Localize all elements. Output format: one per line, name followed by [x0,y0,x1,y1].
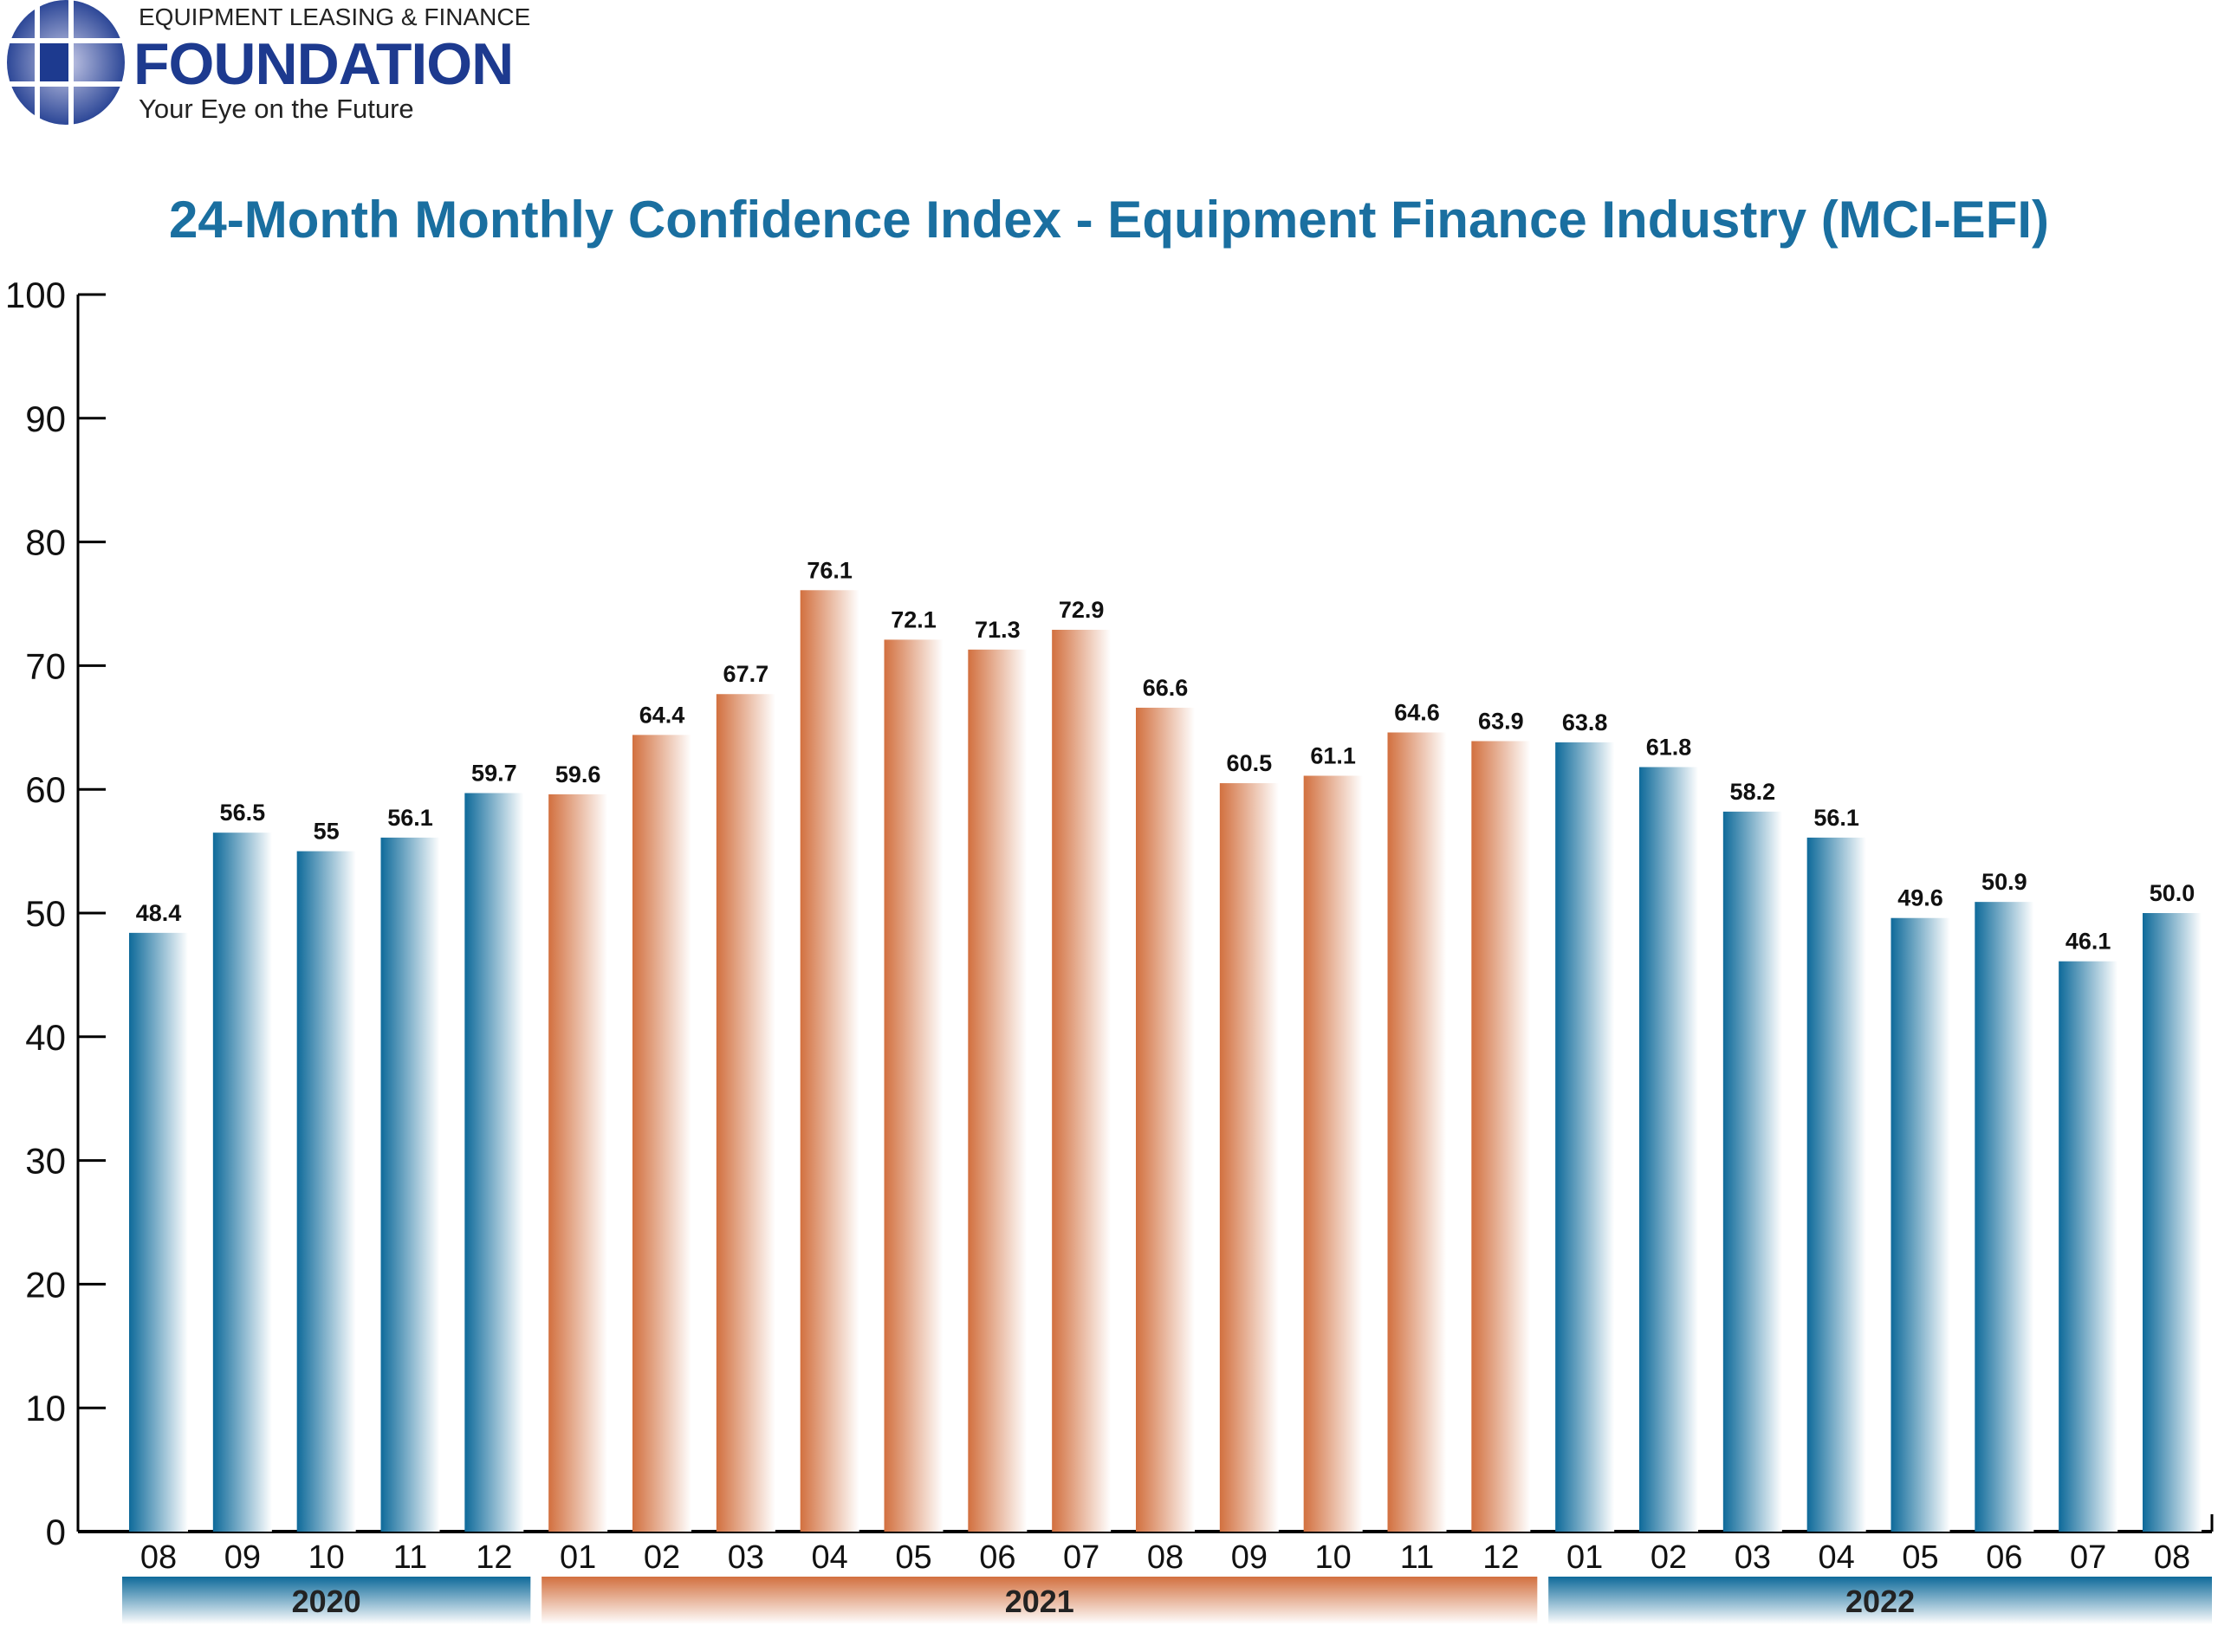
data-label: 50.0 [2150,880,2195,906]
x-tick-label: 08 [1147,1539,1184,1576]
x-tick-label: 03 [1735,1539,1771,1576]
data-label: 56.1 [1813,805,1859,831]
data-label: 60.5 [1227,750,1273,776]
bar [129,932,188,1532]
x-tick-label: 01 [1566,1539,1603,1576]
bar [296,851,356,1532]
x-tick-label: 10 [308,1539,345,1576]
data-label: 49.6 [1897,885,1943,911]
bar [1136,707,1195,1532]
x-tick-label: 04 [1819,1539,1855,1576]
year-band [122,1577,531,1624]
bar [464,793,524,1532]
year-label: 2021 [1005,1584,1074,1619]
data-label: 61.1 [1310,742,1356,768]
year-band [542,1577,1538,1624]
bar [380,837,440,1532]
data-label: 59.7 [471,760,517,786]
bar [1555,742,1615,1532]
bar [632,735,691,1532]
data-label: 55 [314,819,340,845]
x-tick-label: 07 [1063,1539,1099,1576]
x-tick-label: 03 [728,1539,764,1576]
year-label: 2020 [292,1584,361,1619]
bar [2059,961,2118,1532]
x-tick-label: 06 [1986,1539,2022,1576]
data-label: 67.7 [723,661,769,687]
data-label: 76.1 [807,557,853,583]
bar [1471,741,1531,1532]
year-band [1548,1577,2212,1624]
x-tick-label: 01 [560,1539,596,1576]
data-label: 46.1 [2066,929,2111,955]
bar [212,832,272,1532]
logo-globe-icon [3,0,133,130]
x-tick-label: 07 [2070,1539,2106,1576]
x-tick-label: 11 [1400,1539,1434,1576]
x-tick-label: 11 [393,1539,427,1576]
chart-title: 24-Month Monthly Confidence Index - Equi… [169,191,2049,249]
bar [1975,902,2034,1532]
bar [1639,767,1698,1532]
y-tick-label: 20 [25,1264,66,1305]
x-tick-label: 10 [1315,1539,1352,1576]
x-tick-label: 08 [2154,1539,2190,1576]
x-tick-label: 02 [1651,1539,1687,1576]
y-tick-label: 40 [25,1017,66,1058]
data-label: 72.9 [1059,597,1105,623]
bar [800,590,859,1532]
y-tick-label: 30 [25,1141,66,1182]
x-tick-label: 04 [812,1539,848,1576]
bar [1806,837,1866,1532]
data-label: 56.5 [220,800,266,826]
data-label: 59.6 [555,761,601,787]
x-tick-label: 09 [224,1539,261,1576]
data-label: 66.6 [1143,675,1189,701]
data-label: 61.8 [1646,734,1692,760]
data-label: 72.1 [891,606,937,632]
bar [1387,732,1447,1532]
logo-line1: EQUIPMENT LEASING & FINANCE [139,3,531,30]
data-label: 50.9 [1981,869,2027,895]
y-tick-label: 90 [25,398,66,439]
x-tick-label: 09 [1231,1539,1268,1576]
bar [1303,775,1363,1532]
data-label: 64.4 [639,702,685,728]
bar [1890,917,1950,1532]
x-tick-label: 05 [895,1539,931,1576]
data-label: 48.4 [136,900,182,926]
y-tick-label: 10 [25,1388,66,1428]
x-tick-label: 06 [979,1539,1015,1576]
bar [1219,783,1279,1532]
data-label: 63.9 [1478,709,1524,735]
data-label: 63.8 [1562,709,1608,735]
x-tick-label: 12 [476,1539,512,1576]
year-label: 2022 [1845,1584,1915,1619]
data-label: 64.6 [1394,700,1440,726]
data-label: 56.1 [387,805,433,831]
bar [884,639,944,1532]
y-tick-label: 60 [25,769,66,810]
bar [2143,913,2202,1532]
y-tick-label: 100 [5,275,66,315]
x-tick-label: 12 [1482,1539,1519,1576]
bar [968,649,1028,1532]
bar [716,694,775,1532]
bar [1052,629,1112,1532]
data-label: 58.2 [1730,779,1776,805]
x-tick-label: 05 [1902,1539,1938,1576]
foundation-logo: EQUIPMENT LEASING & FINANCE FOUNDATION Y… [0,0,606,130]
x-tick-label: 08 [140,1539,177,1576]
y-tick-label: 0 [46,1512,66,1552]
y-tick-label: 70 [25,645,66,686]
y-tick-label: 50 [25,893,66,934]
bar [1722,811,1782,1532]
bar [548,794,608,1532]
logo-line2: FOUNDATION [133,31,514,97]
data-label: 71.3 [975,617,1021,643]
x-tick-label: 02 [644,1539,680,1576]
logo-tagline: Your Eye on the Future [139,94,414,124]
y-tick-label: 80 [25,522,66,563]
